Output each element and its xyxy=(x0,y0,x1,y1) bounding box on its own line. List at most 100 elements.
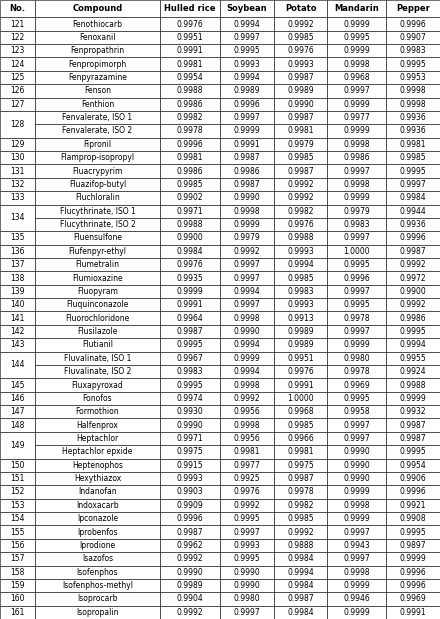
Bar xyxy=(0,338,35,352)
Bar xyxy=(274,338,327,352)
Bar xyxy=(220,271,274,285)
Text: 0.9921: 0.9921 xyxy=(400,501,426,510)
Text: 0.9985: 0.9985 xyxy=(177,180,203,189)
Bar xyxy=(327,298,386,311)
Bar xyxy=(160,271,220,285)
Text: 0.9995: 0.9995 xyxy=(400,527,426,537)
Bar xyxy=(386,445,440,459)
Bar xyxy=(327,325,386,338)
Bar xyxy=(0,232,35,245)
Bar xyxy=(35,378,160,392)
Bar xyxy=(274,392,327,405)
Bar xyxy=(160,459,220,472)
Bar xyxy=(220,0,274,17)
Text: 0.9971: 0.9971 xyxy=(177,434,203,443)
Text: 0.9994: 0.9994 xyxy=(234,73,260,82)
Text: Iprodione: Iprodione xyxy=(79,541,116,550)
Bar xyxy=(327,98,386,111)
Text: 0.9978: 0.9978 xyxy=(344,314,370,322)
Text: Fluquinconazole: Fluquinconazole xyxy=(66,300,128,310)
Text: 159: 159 xyxy=(10,581,25,590)
Bar xyxy=(386,472,440,485)
Text: 0.9944: 0.9944 xyxy=(400,207,426,215)
Text: 0.9981: 0.9981 xyxy=(287,448,314,456)
Bar xyxy=(327,579,386,592)
Text: Heptenophos: Heptenophos xyxy=(72,461,123,470)
Text: 0.9977: 0.9977 xyxy=(344,113,370,122)
Text: 0.9994: 0.9994 xyxy=(234,367,260,376)
Bar xyxy=(160,191,220,204)
Bar xyxy=(386,31,440,44)
Bar xyxy=(274,191,327,204)
Bar xyxy=(35,258,160,271)
Bar xyxy=(160,31,220,44)
Text: Isofenphos-methyl: Isofenphos-methyl xyxy=(62,581,133,590)
Bar xyxy=(35,459,160,472)
Text: 0.9987: 0.9987 xyxy=(400,247,426,256)
Bar xyxy=(386,365,440,378)
Bar xyxy=(386,0,440,17)
Text: Soybean: Soybean xyxy=(227,4,267,13)
Bar xyxy=(274,405,327,418)
Text: 0.9956: 0.9956 xyxy=(234,407,260,416)
Text: 0.9978: 0.9978 xyxy=(287,488,314,496)
Text: Ipconazole: Ipconazole xyxy=(77,514,118,523)
Text: 0.9998: 0.9998 xyxy=(344,140,370,149)
Text: 153: 153 xyxy=(10,501,25,510)
Text: 0.9990: 0.9990 xyxy=(234,581,260,590)
Bar xyxy=(160,71,220,84)
Text: 0.9991: 0.9991 xyxy=(177,46,203,55)
Text: 125: 125 xyxy=(10,73,25,82)
Bar xyxy=(160,137,220,151)
Text: 0.9987: 0.9987 xyxy=(177,327,203,336)
Bar xyxy=(0,566,35,579)
Text: 0.9995: 0.9995 xyxy=(344,33,370,42)
Text: 0.9984: 0.9984 xyxy=(287,555,314,563)
Text: 0.9998: 0.9998 xyxy=(344,59,370,69)
Bar xyxy=(35,418,160,432)
Bar xyxy=(220,432,274,445)
Text: 0.9997: 0.9997 xyxy=(234,274,260,282)
Text: Indoxacarb: Indoxacarb xyxy=(76,501,119,510)
Bar xyxy=(327,552,386,566)
Bar xyxy=(274,151,327,165)
Text: 0.9991: 0.9991 xyxy=(287,381,314,389)
Bar xyxy=(386,232,440,245)
Text: 0.9998: 0.9998 xyxy=(400,100,426,109)
Text: 0.9994: 0.9994 xyxy=(400,340,426,349)
Text: 0.9925: 0.9925 xyxy=(234,474,260,483)
Text: 0.9993: 0.9993 xyxy=(234,541,260,550)
Bar xyxy=(35,539,160,552)
Bar xyxy=(386,151,440,165)
Bar xyxy=(0,258,35,271)
Bar xyxy=(35,31,160,44)
Bar xyxy=(386,418,440,432)
Text: 0.9981: 0.9981 xyxy=(400,140,426,149)
Bar xyxy=(35,191,160,204)
Text: 129: 129 xyxy=(10,140,25,149)
Bar xyxy=(274,232,327,245)
Bar xyxy=(220,151,274,165)
Bar xyxy=(220,472,274,485)
Text: 0.9997: 0.9997 xyxy=(234,608,260,617)
Text: 0.9936: 0.9936 xyxy=(400,220,426,229)
Bar xyxy=(274,352,327,365)
Bar xyxy=(0,432,35,459)
Bar xyxy=(0,459,35,472)
Bar xyxy=(327,378,386,392)
Text: 0.9999: 0.9999 xyxy=(344,514,370,523)
Text: 0.9990: 0.9990 xyxy=(234,193,260,202)
Bar xyxy=(160,178,220,191)
Bar xyxy=(35,365,160,378)
Bar xyxy=(386,485,440,499)
Text: 146: 146 xyxy=(10,394,25,403)
Bar xyxy=(160,298,220,311)
Bar xyxy=(274,566,327,579)
Bar xyxy=(327,124,386,137)
Text: 0.9981: 0.9981 xyxy=(177,59,203,69)
Bar xyxy=(160,352,220,365)
Bar xyxy=(0,165,35,178)
Text: 161: 161 xyxy=(10,608,25,617)
Text: Flucythrinate, ISO 1: Flucythrinate, ISO 1 xyxy=(59,207,136,215)
Text: Flumioxazine: Flumioxazine xyxy=(72,274,123,282)
